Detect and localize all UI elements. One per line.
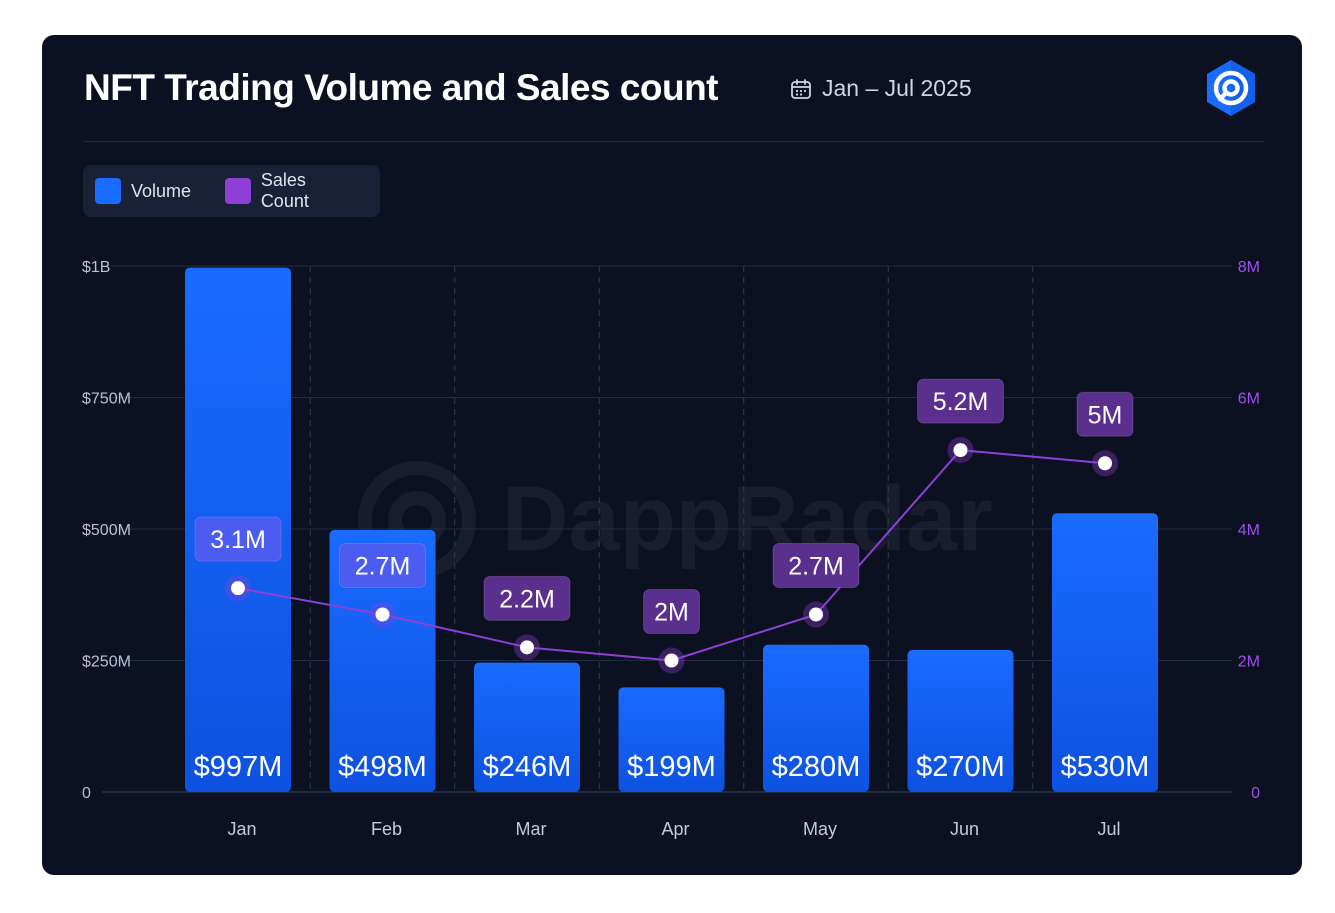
chart-plot: DappRadar 0 $250M $500M $750M $1B 0 2M 4M 6M 8M $99…: [82, 259, 1260, 839]
watermark-text: DappRadar: [502, 468, 993, 570]
bar-value-label: $498M: [338, 751, 427, 783]
watermark: DappRadar: [358, 461, 993, 579]
sales-count-label: 2.7M: [788, 552, 844, 580]
bar-volume: [763, 644, 869, 792]
date-range-label: Jan – Jul 2025: [822, 75, 972, 101]
sales-count-label-box: [339, 542, 426, 588]
bar-value-label: $280M: [772, 751, 861, 783]
sales-count-point: [809, 607, 823, 622]
x-tick-label: Mar: [516, 819, 547, 839]
sales-count-label-box: [917, 378, 1004, 424]
x-tick-label: Jan: [227, 819, 256, 839]
date-range: Jan – Jul 2025: [790, 75, 972, 102]
sales-count-label-box: [772, 542, 860, 588]
bar-value-label: $246M: [483, 751, 572, 783]
y-left-tick-label: $1B: [82, 259, 110, 276]
sales-count-point: [231, 581, 245, 596]
sales-count-point: [520, 640, 534, 655]
legend-swatch-volume: [95, 178, 121, 204]
bar-volume: [618, 687, 725, 792]
sales-count-label: 2.2M: [499, 585, 555, 613]
bar-value-label: $270M: [916, 751, 1005, 783]
sales-count-point: [953, 443, 968, 458]
sales-count-label-box: [483, 575, 571, 621]
x-tick-label: Feb: [371, 819, 402, 839]
x-tick-label: Jul: [1097, 819, 1120, 839]
chart-card: NFT Trading Volume and Sales count Jan –…: [42, 35, 1302, 875]
legend-label-volume: Volume: [131, 180, 192, 201]
y-left-tick-label: 0: [82, 785, 91, 802]
y-right-tick-label: 0: [1251, 785, 1260, 802]
legend: Volume Sales Count: [83, 165, 380, 217]
y-right-tick-label: 4M: [1238, 522, 1260, 539]
dappradar-logo-icon: [1200, 57, 1262, 124]
y-right-tick-label: 8M: [1238, 259, 1260, 276]
sales-count-label-box: [194, 516, 282, 562]
x-tick-label: Jun: [950, 819, 979, 839]
chart-title: NFT Trading Volume and Sales count: [84, 67, 719, 108]
bar-value-label: $199M: [627, 751, 716, 783]
bar-volume: [1052, 513, 1158, 792]
sales-count-label: 2.7M: [355, 552, 411, 580]
x-tick-label: Apr: [661, 819, 689, 839]
sales-count-label: 3.1M: [210, 526, 266, 554]
sales-count-point: [1098, 456, 1112, 471]
bar-volume: [907, 649, 1014, 792]
sales-count-point: [664, 653, 679, 668]
x-tick-label: May: [803, 819, 837, 839]
sales-count-label-box: [643, 589, 700, 634]
legend-swatch-sales-count: [225, 178, 251, 204]
legend-label-sales-count: Sales Count: [260, 170, 309, 211]
sales-count-label: 5.2M: [933, 388, 989, 416]
y-right-tick-label: 6M: [1238, 391, 1260, 408]
sales-count-point: [375, 607, 390, 622]
legend-item-volume[interactable]: Volume: [95, 178, 191, 204]
legend-item-sales-count[interactable]: Sales Count: [225, 170, 358, 212]
y-left-tick-label: $500M: [82, 522, 131, 539]
bar-volume: [329, 530, 436, 792]
sales-count-label: 5M: [1088, 401, 1123, 429]
calendar-icon: [791, 78, 811, 99]
bar-value-label: $530M: [1061, 751, 1150, 783]
bar-value-label: $997M: [194, 751, 283, 783]
sales-count-label: 2M: [654, 599, 689, 627]
y-right-tick-label: 2M: [1238, 654, 1260, 671]
bar-volume: [474, 662, 580, 792]
sales-count-label-box: [1076, 391, 1134, 437]
y-left-tick-label: $750M: [82, 391, 131, 408]
header-divider: [84, 141, 1264, 142]
y-left-tick-label: $250M: [82, 654, 131, 671]
